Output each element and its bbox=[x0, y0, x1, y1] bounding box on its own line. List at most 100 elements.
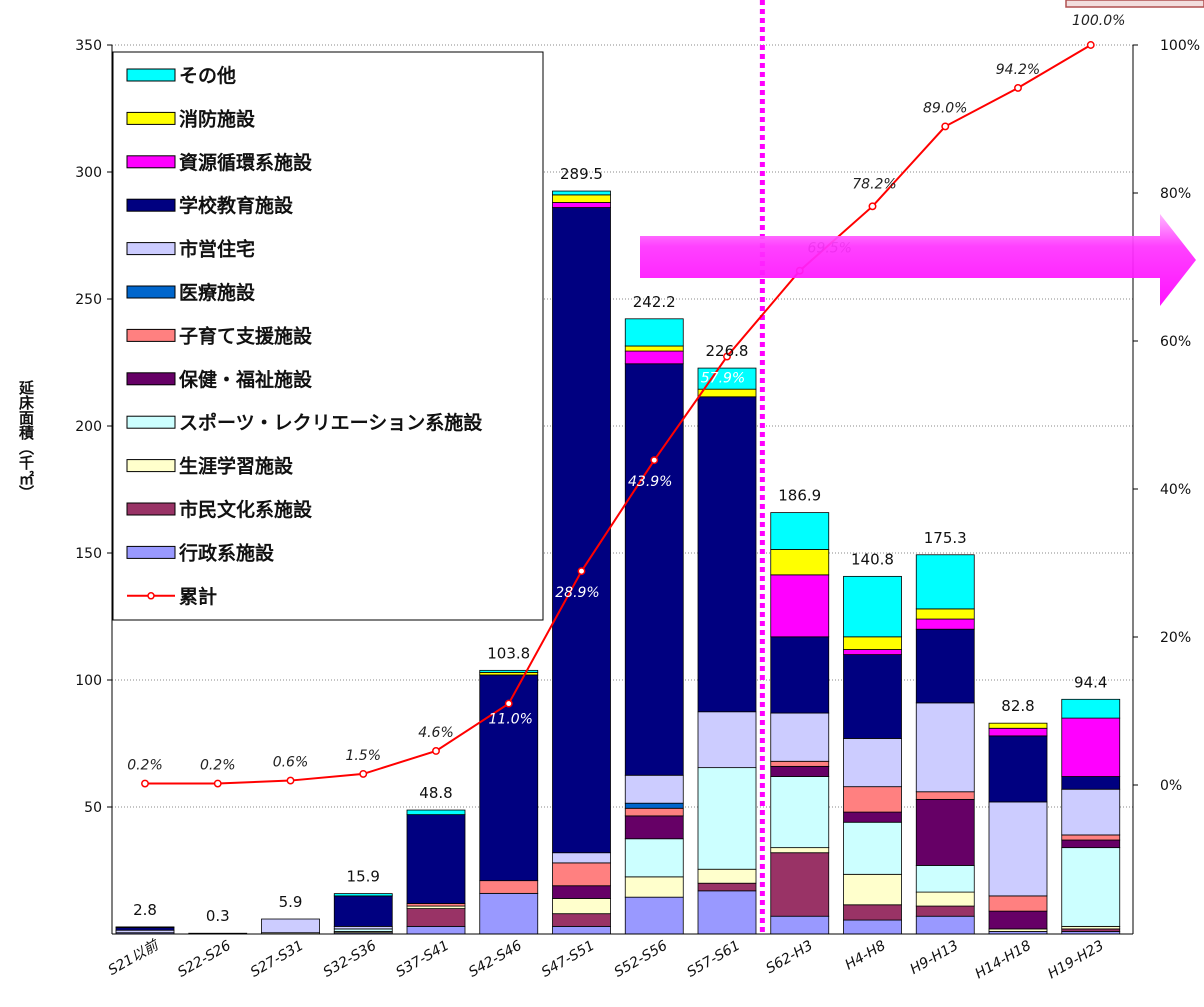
y2-tick-label: 40% bbox=[1160, 482, 1191, 498]
bar-segment bbox=[770, 915, 830, 935]
bar-segment bbox=[697, 868, 757, 884]
cumulative-label: 0.6% bbox=[273, 755, 309, 771]
arrow-annotation bbox=[640, 214, 1196, 306]
bar-segment bbox=[552, 898, 611, 915]
y2-tick-label: 60% bbox=[1160, 334, 1191, 350]
legend-label: 累計 bbox=[179, 585, 217, 608]
bar-segment bbox=[988, 910, 1048, 930]
cumulative-point bbox=[213, 779, 222, 788]
cumulative-point bbox=[504, 699, 513, 708]
bar-segment bbox=[843, 873, 902, 906]
legend-swatch bbox=[126, 68, 176, 82]
cumulative-point bbox=[141, 779, 149, 788]
y-tick-label: 200 bbox=[75, 419, 102, 435]
y-tick-label: 100 bbox=[75, 673, 102, 689]
bar-segment bbox=[697, 711, 757, 769]
legend-swatch bbox=[126, 111, 176, 125]
bar-segment bbox=[1061, 776, 1121, 790]
bar-segment bbox=[624, 802, 684, 809]
bar-segment bbox=[843, 821, 902, 875]
bar-segment bbox=[770, 847, 830, 854]
bar-segment bbox=[552, 852, 611, 864]
cumulative-line bbox=[141, 41, 1095, 788]
bar-segment bbox=[843, 636, 902, 650]
cumulative-point bbox=[723, 352, 731, 361]
legend-swatch bbox=[126, 415, 176, 429]
bar-segment bbox=[915, 791, 975, 800]
bar-segment bbox=[479, 892, 539, 935]
bar-segment bbox=[915, 905, 975, 917]
bar-segment bbox=[624, 838, 684, 878]
cumulative-label: 0.2% bbox=[200, 758, 236, 774]
cumulative-point bbox=[650, 456, 659, 465]
bar-segment bbox=[988, 895, 1048, 912]
bar-segment bbox=[697, 767, 757, 870]
cumulative-label: 94.2% bbox=[996, 62, 1040, 78]
bar-segment bbox=[988, 801, 1048, 897]
x-tick-label: S27-S31 bbox=[248, 938, 307, 981]
bar-segment bbox=[406, 908, 466, 927]
legend-swatch bbox=[126, 545, 176, 559]
cumulative-label: 11.0% bbox=[489, 712, 533, 728]
bar-segment bbox=[261, 918, 320, 934]
x-tick-label: H19-H23 bbox=[1045, 938, 1106, 983]
bar-total-label: 82.8 bbox=[1001, 697, 1034, 715]
bar-segment bbox=[1061, 717, 1121, 777]
bar-segment bbox=[697, 396, 757, 713]
bar-segment bbox=[552, 862, 611, 887]
arrow-shape bbox=[640, 214, 1196, 306]
bar-segment bbox=[843, 738, 902, 788]
bar-segment bbox=[479, 674, 539, 882]
x-tick-label: S37-S41 bbox=[393, 938, 452, 981]
bar-segment bbox=[770, 636, 830, 714]
cumulative-label: 28.9% bbox=[555, 585, 599, 601]
bar-total-label: 289.5 bbox=[560, 165, 603, 183]
x-tick-label: S42-S46 bbox=[466, 938, 525, 981]
bar-segment bbox=[843, 649, 902, 656]
bar-segment bbox=[552, 913, 611, 927]
bar-segment bbox=[552, 202, 611, 208]
bar-segment bbox=[406, 814, 466, 904]
bar-segment bbox=[624, 345, 684, 352]
bar-total-label: 0.3 bbox=[206, 907, 230, 925]
bar-segment bbox=[843, 904, 902, 921]
legend-label: スポーツ・レクリエーション系施設 bbox=[179, 411, 483, 434]
bar-segment bbox=[697, 367, 757, 390]
data-labels: 2.8 0.3 5.9 15.9 48.8 103.8 289.5 242.2 226.8 186… bbox=[127, 13, 1125, 925]
y-axis-title: 延床面積（千㎡） bbox=[17, 379, 35, 500]
bar-segment bbox=[1061, 847, 1121, 927]
bar-segment bbox=[915, 702, 975, 793]
bar-segment bbox=[624, 350, 684, 365]
legend-box bbox=[112, 51, 544, 621]
legend-swatch bbox=[126, 328, 176, 342]
bar-segment bbox=[915, 915, 975, 935]
bar-segment bbox=[115, 926, 175, 929]
bar-segment bbox=[552, 885, 611, 899]
x-tick-label: H4-H8 bbox=[842, 938, 888, 974]
bar-segment bbox=[770, 549, 830, 576]
x-tick-label: S21以前 bbox=[106, 937, 163, 979]
legend-swatch bbox=[126, 459, 176, 473]
bar-segment bbox=[624, 318, 684, 347]
bar-segment bbox=[988, 727, 1048, 737]
cumulative-point bbox=[577, 567, 586, 576]
bar-segment bbox=[479, 880, 539, 894]
legend-label: 資源循環系施設 bbox=[179, 151, 313, 174]
bar-total-label: 2.8 bbox=[133, 901, 157, 919]
bar-segment bbox=[843, 919, 902, 935]
bar-segment bbox=[770, 512, 830, 550]
bar-segment bbox=[624, 807, 684, 817]
bar-segment bbox=[624, 815, 684, 840]
bar-segment bbox=[1061, 839, 1121, 849]
bar-segment bbox=[624, 896, 684, 935]
cumulative-label: 43.9% bbox=[628, 474, 672, 490]
x-tick-label: H14-H18 bbox=[973, 938, 1035, 983]
bar-segment bbox=[915, 608, 975, 620]
x-tick-label: S57-S61 bbox=[684, 938, 743, 981]
bar-segment bbox=[915, 865, 975, 893]
legend-swatch bbox=[126, 285, 176, 299]
legend-swatch bbox=[126, 502, 176, 516]
bar-segment bbox=[552, 194, 611, 203]
x-tick-label: H9-H13 bbox=[907, 938, 961, 978]
bar-segment bbox=[915, 618, 975, 630]
